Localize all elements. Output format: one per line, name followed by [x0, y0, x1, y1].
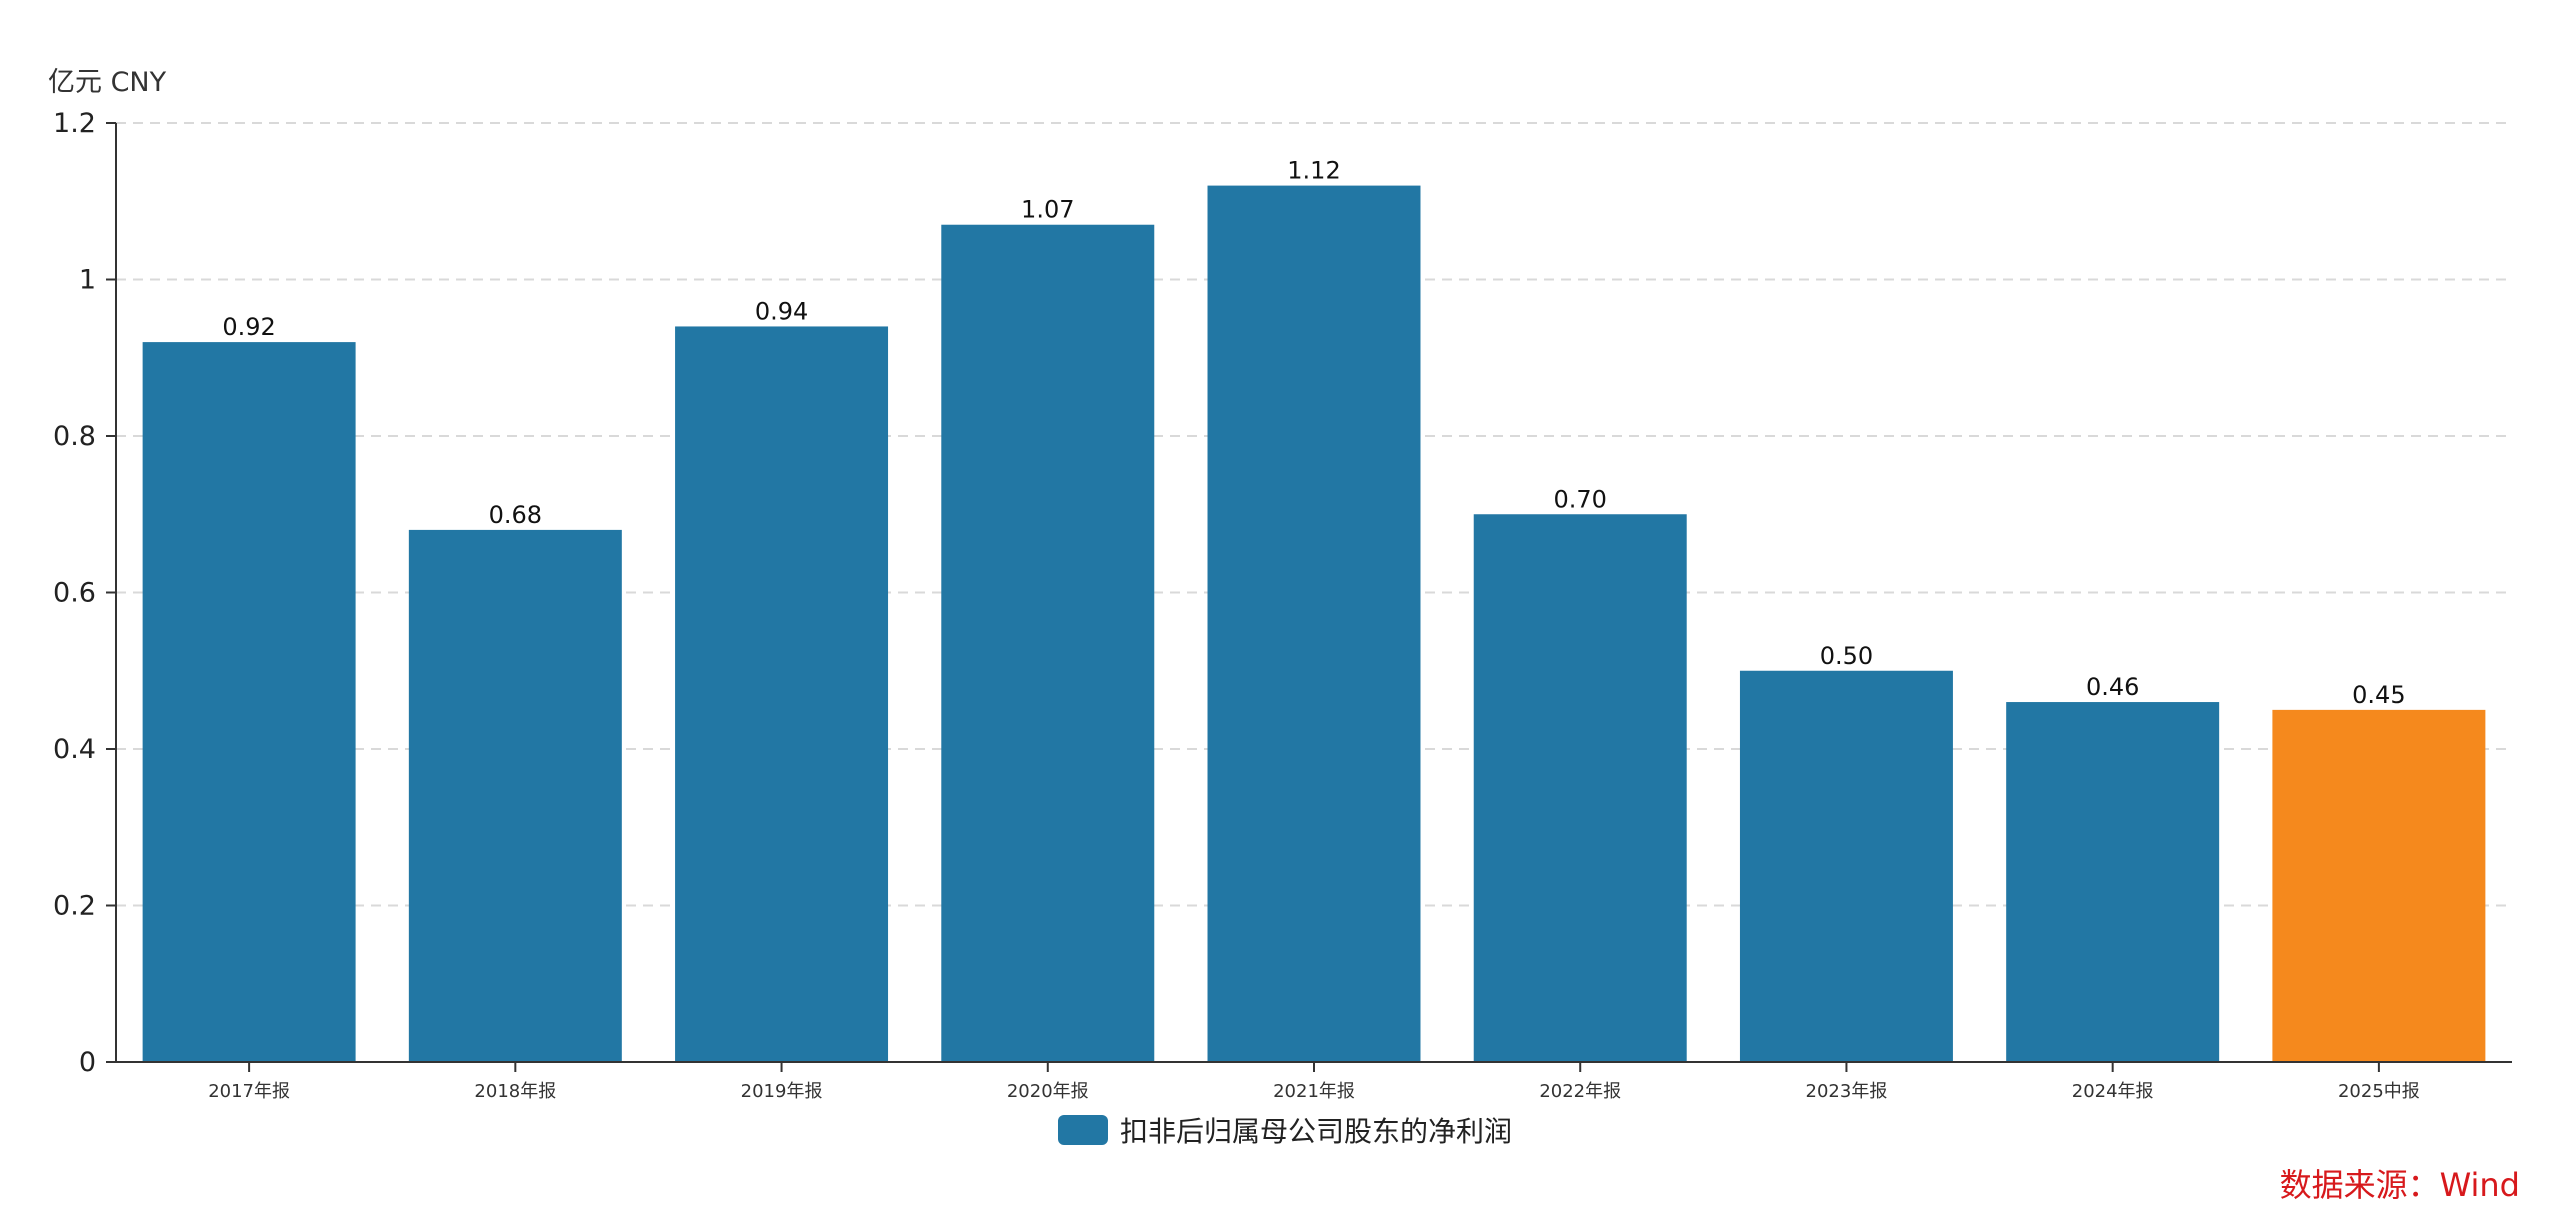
- y-tick-label: 1: [79, 265, 96, 296]
- x-tick-label: 2025中报: [2338, 1081, 2420, 1102]
- y-tick-label: 0.4: [53, 734, 96, 765]
- x-tick-label: 2019年报: [741, 1081, 823, 1102]
- bars: [142, 185, 2486, 1063]
- bar: [1207, 185, 1421, 1063]
- data-label: 0.45: [2352, 681, 2405, 709]
- x-tick-label: 2023年报: [1806, 1081, 1888, 1102]
- x-tick-label: 2022年报: [1539, 1081, 1621, 1102]
- y-tick-label: 1.2: [53, 108, 96, 139]
- data-label: 0.50: [1820, 642, 1873, 670]
- bar: [2006, 702, 2220, 1062]
- y-axis-unit-label: 亿元 CNY: [48, 67, 167, 98]
- bar: [142, 342, 356, 1063]
- bar: [675, 326, 889, 1062]
- data-label: 0.92: [222, 313, 275, 341]
- data-label: 1.07: [1021, 196, 1074, 224]
- bar: [1473, 514, 1687, 1062]
- y-tick-label: 0.6: [53, 578, 96, 609]
- y-tick-label: 0.8: [53, 421, 96, 452]
- x-tick-label: 2018年报: [474, 1081, 556, 1102]
- y-tick-label: 0: [79, 1047, 96, 1078]
- data-label: 0.68: [489, 501, 542, 529]
- legend: 扣非后归属母公司股东的净利润: [1058, 1110, 1512, 1150]
- data-label: 0.46: [2086, 673, 2139, 701]
- labels: 0 0.2 0.4 0.6 0.8 1 1.2 0.92 2017年报 0.68 2018年报 0.9…: [53, 108, 2420, 1102]
- data-label: 0.94: [755, 297, 808, 325]
- y-tick-label: 0.2: [53, 891, 96, 922]
- x-tick-label: 2021年报: [1273, 1081, 1355, 1102]
- bar: [2272, 709, 2486, 1062]
- axes: [106, 122, 2512, 1072]
- bar: [1739, 670, 1953, 1062]
- x-tick-label: 2017年报: [208, 1081, 290, 1102]
- bar: [941, 224, 1155, 1063]
- x-tick-label: 2024年报: [2072, 1081, 2154, 1102]
- x-tick-label: 2020年报: [1007, 1081, 1089, 1102]
- bar: [408, 529, 622, 1062]
- data-label: 0.70: [1554, 485, 1607, 513]
- data-label: 1.12: [1287, 157, 1340, 185]
- legend-swatch: [1058, 1115, 1108, 1145]
- data-source-label: 数据来源：Wind: [2279, 1166, 2520, 1204]
- legend-label: 扣非后归属母公司股东的净利润: [1120, 1115, 1513, 1148]
